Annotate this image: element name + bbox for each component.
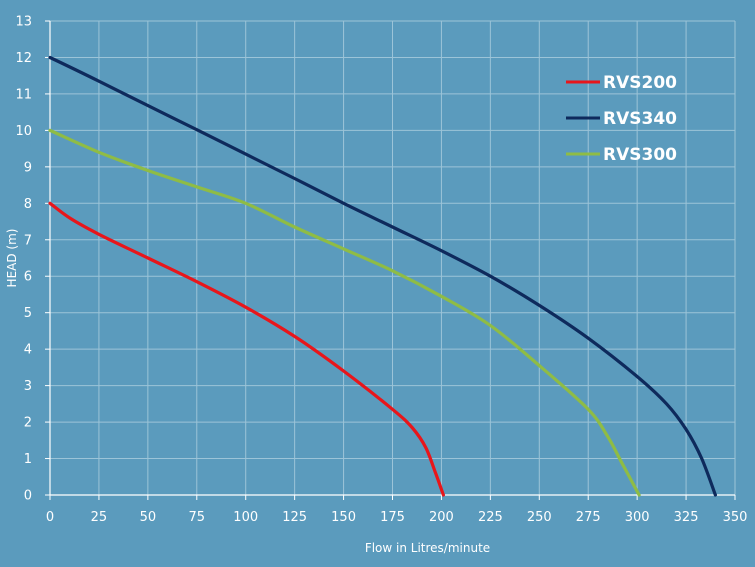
series-line-rvs340 (48, 55, 717, 497)
y-tick-label: 13 (15, 15, 32, 30)
y-tick-label: 8 (24, 197, 32, 212)
y-tick-label: 5 (24, 306, 32, 321)
x-tick-label: 275 (576, 510, 601, 525)
series-lines (48, 55, 717, 497)
x-tick-label: 175 (380, 510, 405, 525)
axes (45, 20, 736, 500)
x-tick-label: 25 (91, 510, 108, 525)
y-tick-label: 2 (24, 416, 32, 431)
x-tick-label: 125 (282, 510, 307, 525)
legend-label-rvs300: RVS300 (603, 145, 677, 165)
y-tick-label: 7 (24, 233, 32, 248)
x-tick-label: 150 (331, 510, 356, 525)
legend: RVS200 RVS340 RVS300 (566, 73, 677, 165)
y-tick-label: 3 (24, 379, 32, 394)
series-line-rvs300 (48, 128, 641, 497)
x-tick-label: 50 (140, 510, 157, 525)
y-tick-label: 9 (24, 160, 32, 175)
y-tick-label: 12 (15, 51, 32, 66)
x-tick-label: 325 (674, 510, 699, 525)
y-axis-title: HEAD (m) (5, 229, 19, 288)
x-tick-label: 0 (46, 510, 54, 525)
y-tick-label: 1 (24, 452, 32, 467)
y-tick-label: 11 (15, 87, 32, 102)
y-tick-label: 10 (15, 124, 32, 139)
x-tick-label: 100 (233, 510, 258, 525)
x-axis-title: Flow in Litres/minute (365, 541, 490, 555)
legend-label-rvs340: RVS340 (603, 109, 677, 129)
x-tick-label: 75 (189, 510, 206, 525)
y-tick-label: 6 (24, 270, 32, 285)
series-line-rvs200 (48, 201, 445, 497)
x-tick-label: 250 (527, 510, 552, 525)
x-tick-label: 300 (625, 510, 650, 525)
y-tick-label: 0 (24, 489, 32, 504)
y-tick-label: 4 (24, 343, 32, 358)
tick-labels: 0 25 50 75 100 125 150 175 200 225 250 275 300 325 350… (15, 15, 747, 526)
grid-lines (50, 20, 736, 495)
x-tick-label: 225 (478, 510, 503, 525)
x-tick-label: 200 (429, 510, 454, 525)
legend-label-rvs200: RVS200 (603, 73, 677, 93)
x-tick-label: 350 (723, 510, 748, 525)
